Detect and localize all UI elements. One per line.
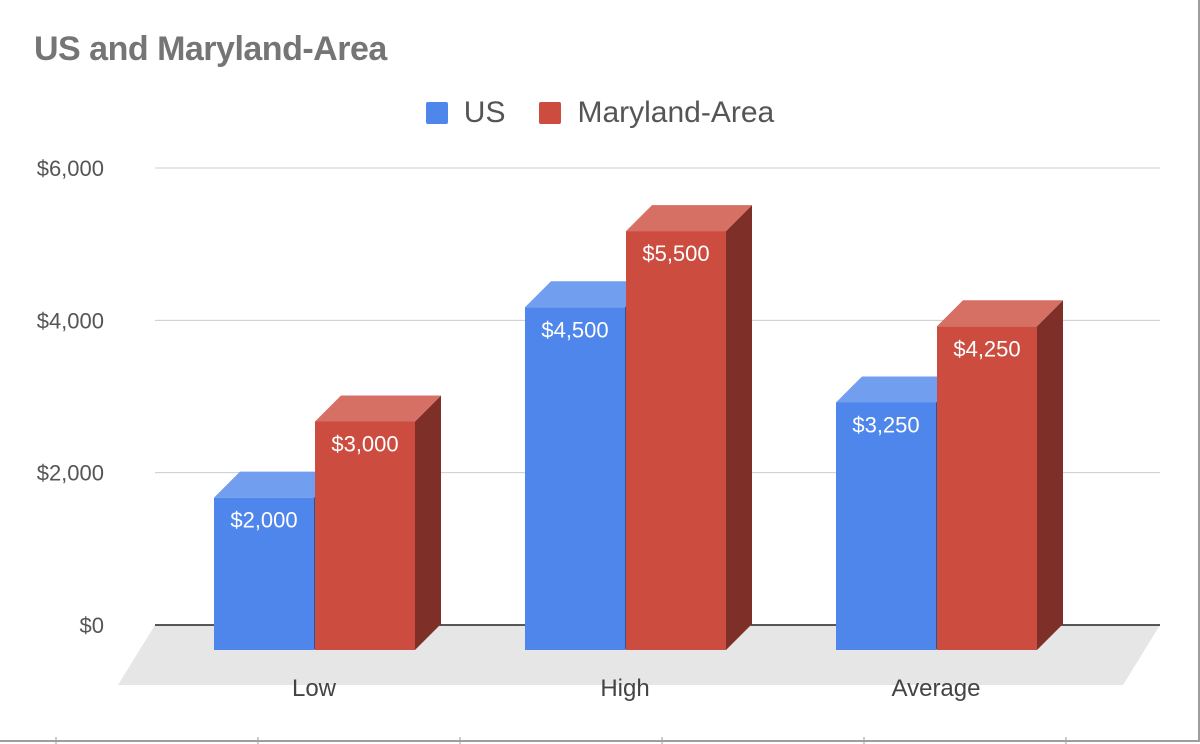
legend-item-us: US	[425, 96, 506, 130]
y-tick-label: $0	[80, 613, 104, 638]
bar-maryland-area-low-top	[315, 395, 441, 422]
legend: US Maryland-Area	[0, 96, 1200, 130]
x-tick-label: High	[600, 675, 649, 702]
bar-maryland-area-low-side	[415, 395, 441, 650]
data-label: $2,000	[230, 508, 297, 533]
chart-title: US and Maryland-Area	[34, 30, 387, 68]
bar-us-high-top	[525, 281, 651, 308]
bar-maryland-area-high	[626, 231, 726, 651]
legend-label-maryland-area: Maryland-Area	[577, 96, 775, 129]
y-tick-label: $2,000	[37, 461, 104, 486]
legend-swatch-maryland-area	[539, 102, 562, 124]
data-label: $3,250	[852, 412, 919, 437]
y-tick-label: $6,000	[37, 156, 104, 181]
bar-us-high	[525, 307, 625, 650]
bar-us-low	[214, 497, 314, 650]
bar-maryland-area-average-side	[1037, 300, 1063, 650]
bar-maryland-area-low	[315, 421, 415, 650]
legend-label-us: US	[463, 96, 506, 129]
bar-maryland-area-average	[937, 326, 1037, 650]
x-tick-label: Low	[292, 675, 337, 702]
x-tick-label: Average	[892, 675, 981, 702]
bar-us-low-top	[214, 471, 340, 498]
data-label: $4,250	[953, 336, 1020, 361]
bar-maryland-area-average-top	[937, 300, 1063, 327]
bar-us-average	[836, 402, 936, 650]
bar-maryland-area-high-top	[626, 205, 752, 232]
data-label: $4,500	[541, 317, 608, 342]
data-label: $5,500	[642, 241, 709, 266]
legend-item-maryland-area: Maryland-Area	[539, 96, 774, 130]
bar-us-average-top	[836, 376, 962, 403]
y-tick-label: $4,000	[37, 308, 104, 333]
legend-swatch-us	[425, 102, 448, 124]
bar-maryland-area-high-side	[726, 205, 752, 651]
data-label: $3,000	[331, 432, 398, 457]
